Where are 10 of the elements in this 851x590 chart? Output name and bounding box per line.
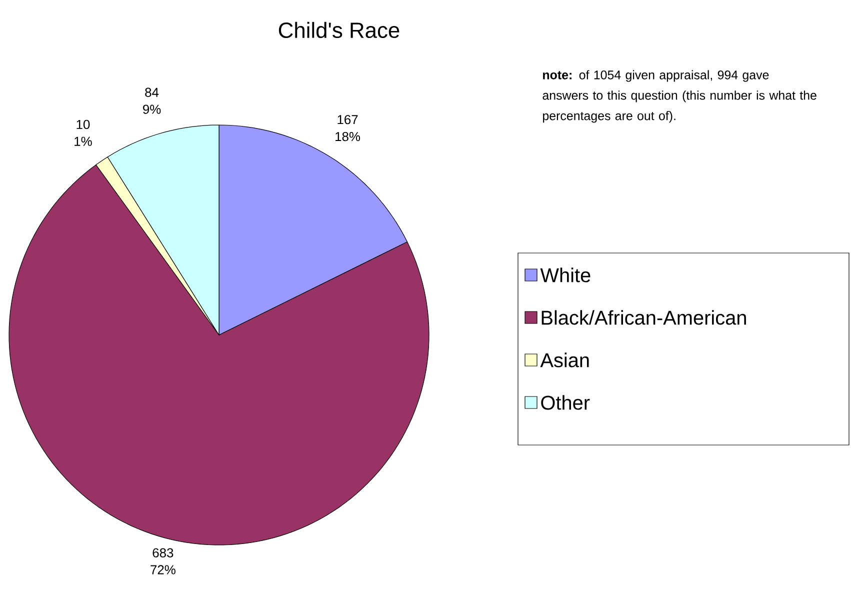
- legend-label: Asian: [540, 352, 589, 368]
- legend-label: White: [540, 268, 590, 282]
- data-label: 10 1%: [74, 120, 92, 146]
- chart-title: Child's Race: [278, 22, 400, 38]
- legend-label: Other: [541, 395, 590, 410]
- data-label: 683 72%: [150, 548, 176, 574]
- data-label: 84 9%: [143, 88, 161, 114]
- legend-label: Black/African-American: [542, 310, 746, 325]
- text: note: of 1054 given appraisal, 994 gave answers to this question (this number is what the percentages are out of).: [542, 70, 816, 123]
- data-label: 167 18%: [336, 115, 360, 142]
